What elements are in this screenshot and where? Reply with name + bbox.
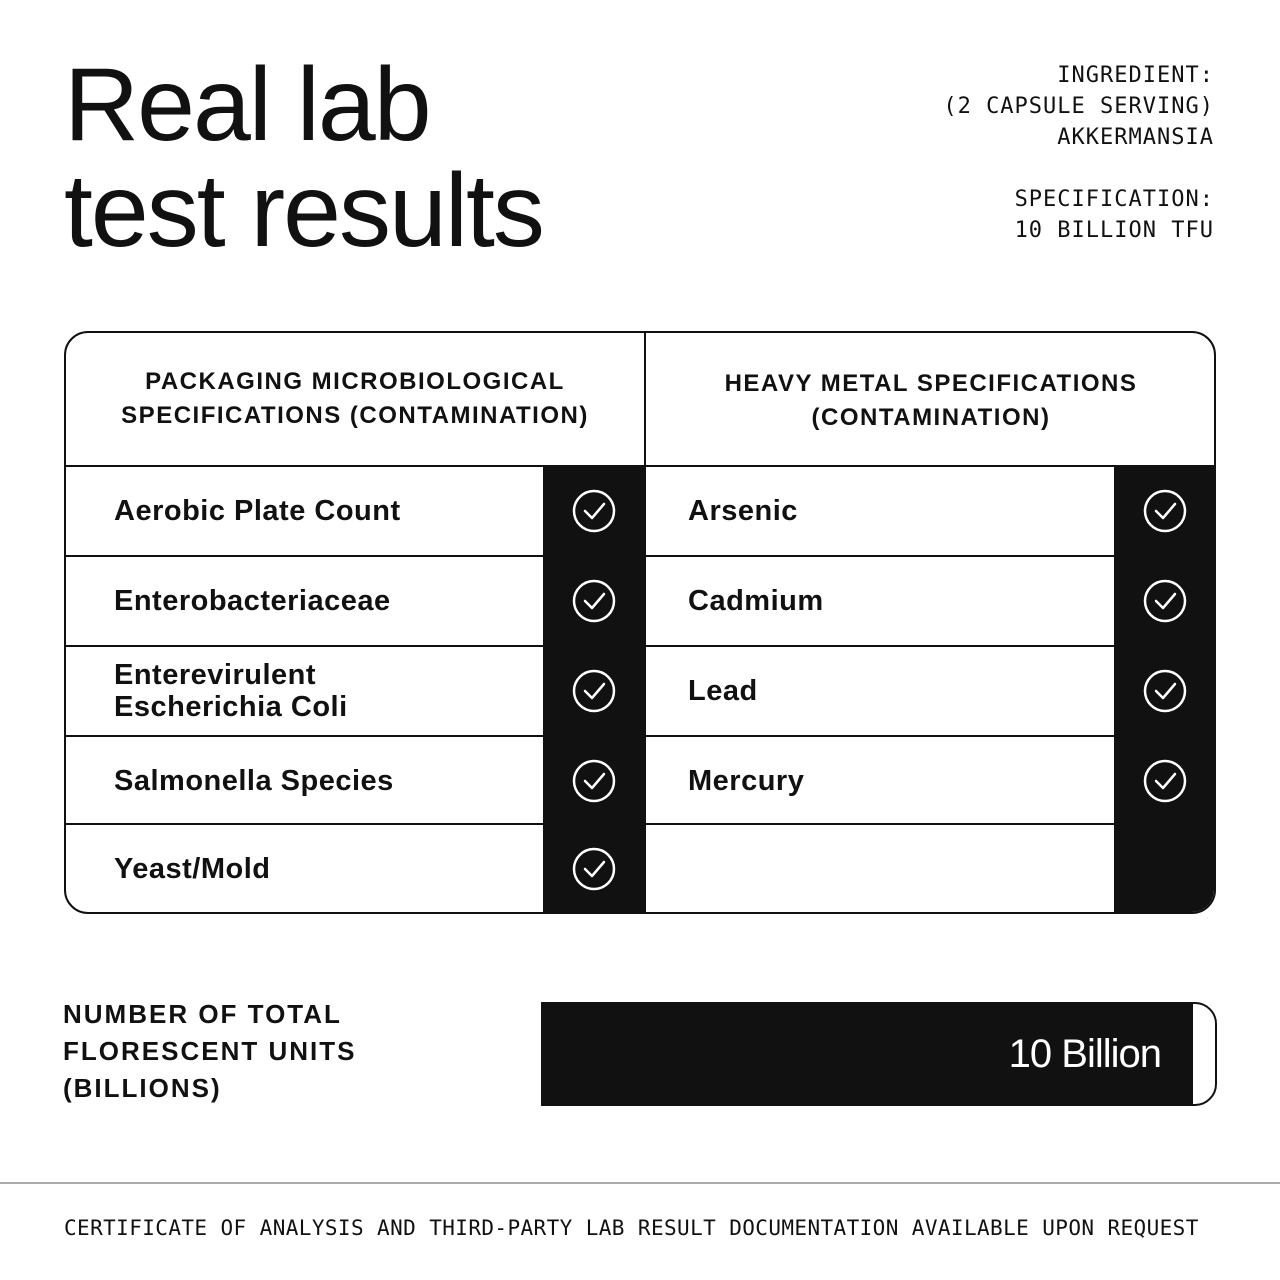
product-meta: INGREDIENT: (2 CAPSULE SERVING) AKKERMAN… xyxy=(943,60,1214,246)
specification-label: SPECIFICATION: xyxy=(1014,187,1214,212)
page-title: Real lab test results xyxy=(64,47,545,269)
test-row-left: Enterevirulent Escherichia Coli xyxy=(114,646,541,736)
footer-note: CERTIFICATE OF ANALYSIS AND THIRD-PARTY … xyxy=(64,1216,1199,1240)
test-row-left: Aerobic Plate Count xyxy=(114,466,541,556)
test-row-right: Lead xyxy=(688,646,1106,736)
test-row-right: Arsenic xyxy=(688,466,1106,556)
circle-check-icon xyxy=(1143,669,1187,713)
circle-check-icon xyxy=(1143,579,1187,623)
title-line-1: Real lab xyxy=(64,47,432,163)
circle-check-icon xyxy=(572,669,616,713)
circle-check-icon xyxy=(572,579,616,623)
test-name: Cadmium xyxy=(688,585,824,617)
left-check-column xyxy=(543,466,645,912)
circle-check-icon xyxy=(572,759,616,803)
test-name: Salmonella Species xyxy=(114,765,394,797)
ingredient-serving: (2 CAPSULE SERVING) xyxy=(943,94,1214,119)
ingredient-label: INGREDIENT: xyxy=(1057,63,1214,88)
test-row-right: Mercury xyxy=(688,736,1106,826)
circle-check-icon xyxy=(1143,759,1187,803)
total-units-bar: 10 Billion xyxy=(541,1002,1217,1106)
ingredient-value: AKKERMANSIA xyxy=(1057,125,1214,150)
test-name: Lead xyxy=(688,675,758,707)
row-divider xyxy=(66,823,543,825)
test-name: Enterobacteriaceae xyxy=(114,585,391,617)
test-name: Yeast/Mold xyxy=(114,853,271,885)
test-row-left: Enterobacteriaceae xyxy=(114,556,541,646)
row-divider xyxy=(646,555,1114,557)
row-divider xyxy=(66,735,543,737)
row-divider xyxy=(646,823,1114,825)
right-column-header: HEAVY METAL SPECIFICATIONS (CONTAMINATION… xyxy=(646,333,1214,467)
row-divider xyxy=(66,645,543,647)
test-row-right: Cadmium xyxy=(688,556,1106,646)
test-name: Arsenic xyxy=(688,495,798,527)
title-line-2: test results xyxy=(64,153,545,269)
test-name: Mercury xyxy=(688,765,805,797)
circle-check-icon xyxy=(572,489,616,533)
row-divider xyxy=(646,645,1114,647)
circle-check-icon xyxy=(572,847,616,891)
specification-value: 10 BILLION TFU xyxy=(1014,218,1214,243)
test-row-left: Salmonella Species xyxy=(114,736,541,826)
test-row-left: Yeast/Mold xyxy=(114,824,541,912)
row-divider xyxy=(646,735,1114,737)
total-units-label: NUMBER OF TOTAL FLORESCENT UNITS (BILLIO… xyxy=(63,999,357,1103)
test-name: Enterevirulent Escherichia Coli xyxy=(114,659,348,723)
test-name: Aerobic Plate Count xyxy=(114,495,401,527)
total-units-value: 10 Billion xyxy=(1008,1031,1162,1076)
right-check-column xyxy=(1114,466,1214,912)
circle-check-icon xyxy=(1143,489,1187,533)
left-column-header: PACKAGING MICROBIOLOGICAL SPECIFICATIONS … xyxy=(66,333,644,467)
column-divider xyxy=(644,333,646,912)
footer-divider xyxy=(0,1182,1280,1184)
row-divider xyxy=(66,555,543,557)
total-units-bar-fill xyxy=(543,1004,1193,1104)
results-table: PACKAGING MICROBIOLOGICAL SPECIFICATIONS … xyxy=(64,331,1216,914)
